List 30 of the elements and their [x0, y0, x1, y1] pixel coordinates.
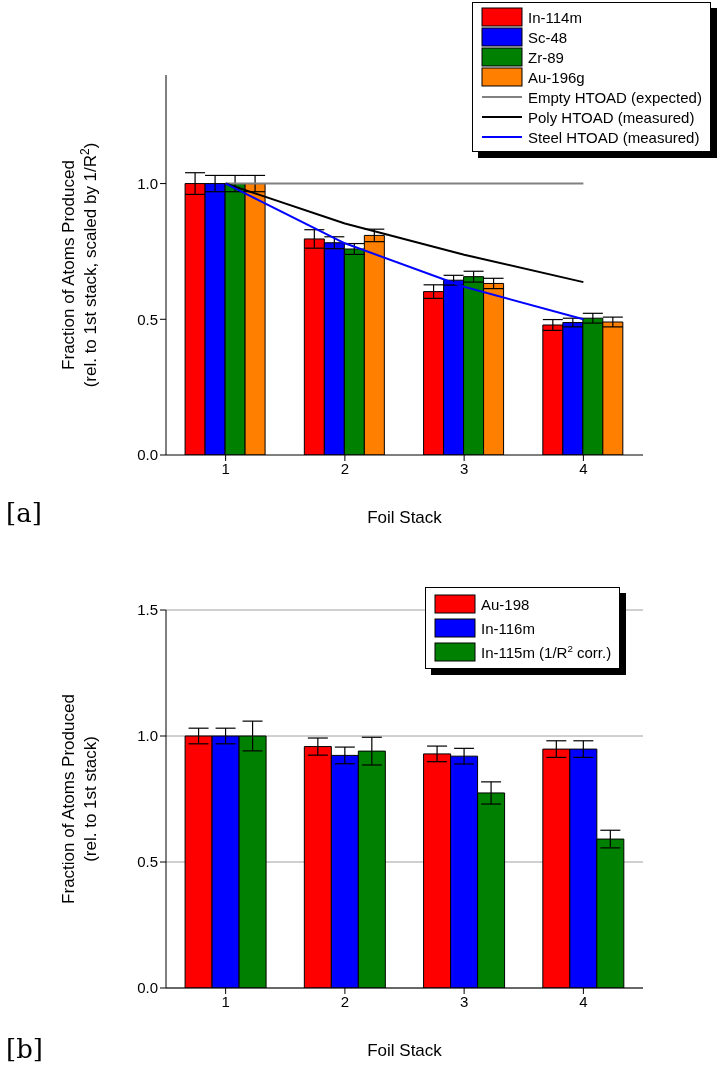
y-tick-label: 0.5: [137, 853, 158, 871]
legend-label: Poly HTOAD (measured): [528, 108, 695, 126]
y-axis-title: Fraction of Atoms Produced (rel. to 1st stack): [59, 694, 100, 904]
text: [b]: [6, 1034, 43, 1064]
y-tick-label: 0.5: [137, 310, 158, 328]
x-axis-title: Foil Stack: [367, 508, 443, 527]
legend-label: Steel HTOAD (measured): [528, 128, 700, 146]
legend-label: Au-198: [481, 595, 530, 613]
x-tick-label: 4: [579, 459, 588, 477]
legend-label: Sc-48: [528, 28, 568, 46]
x-tick-label: 3: [459, 459, 469, 477]
x-tick-label: 4: [579, 992, 588, 1010]
x-tick-label: 2: [340, 992, 350, 1010]
x-tick-label: 3: [459, 992, 469, 1010]
legend-label: Zr-89: [528, 48, 564, 66]
y-tick-label: 0.0: [137, 979, 158, 997]
y-tick-label: 1.5: [137, 601, 158, 619]
legend-label: In-114m: [528, 8, 582, 26]
x-axis-title: Foil Stack: [367, 1041, 443, 1060]
x-tick-label: 1: [221, 459, 230, 477]
legend-label: Au-196g: [528, 68, 585, 86]
y-tick-label: 1.0: [137, 174, 158, 192]
x-tick-label: 2: [340, 459, 350, 477]
legend-label: In-115m (1/R$^{2}$ corr.): [481, 643, 612, 661]
legend-label: In-116m: [481, 619, 535, 637]
x-tick-label: 1: [221, 992, 230, 1010]
legend-label: Empty HTOAD (expected): [528, 88, 702, 106]
text: [a]: [6, 498, 42, 528]
y-tick-label: 0.0: [137, 446, 158, 464]
y-tick-label: 1.0: [137, 727, 158, 745]
